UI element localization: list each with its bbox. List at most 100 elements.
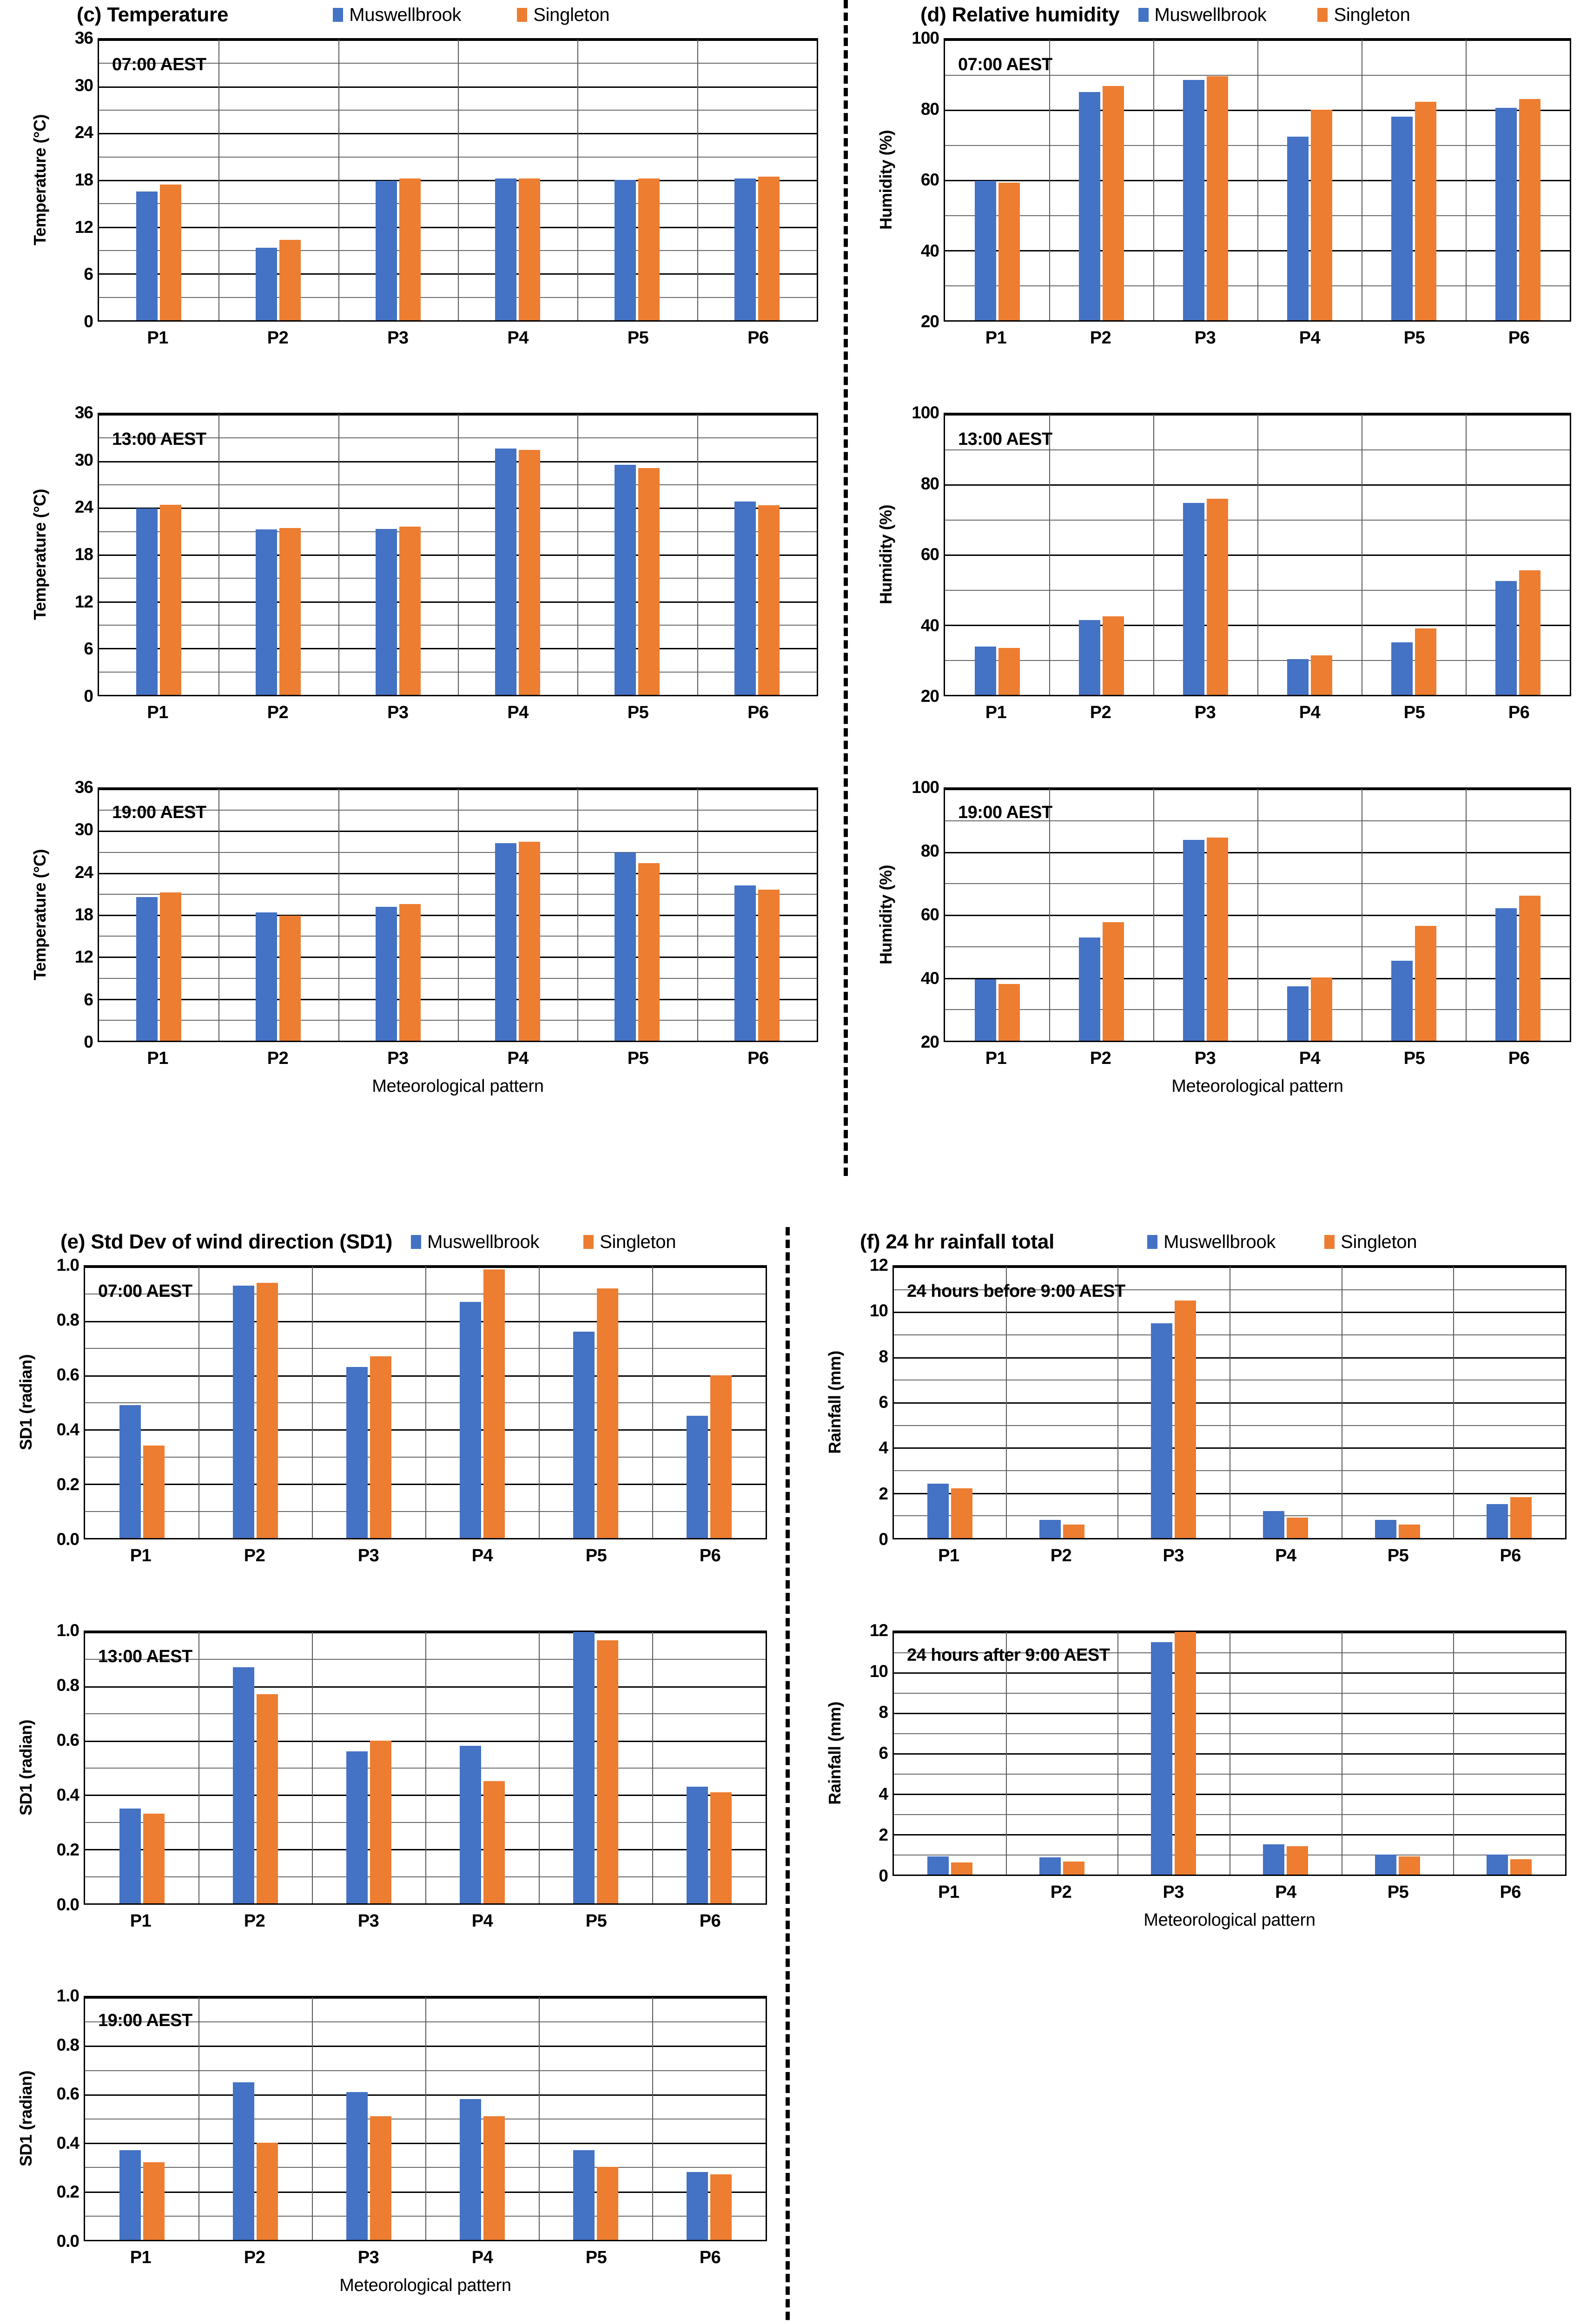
bar-group-p2 [1049, 789, 1153, 1041]
bar-group-p2 [1006, 1632, 1118, 1875]
bar-muswellbrook-p5 [1375, 1520, 1396, 1538]
bar-singleton-p5 [596, 1288, 618, 1538]
bar-singleton-p5 [1415, 925, 1436, 1041]
bar-muswellbrook-p5 [573, 2150, 595, 2240]
bar-singleton-p6 [710, 2174, 732, 2240]
x-axis-labels: P1 P2 P3 P4 P5 P6 [892, 1882, 1567, 1902]
subpanel-annotation: 07:00 AEST [958, 55, 1052, 74]
bar-groups [85, 1267, 766, 1538]
legend-label-muswellbrook: Muswellbrook [1164, 1231, 1276, 1252]
gridline-vertical [577, 789, 579, 1041]
chart-humidity-1900: Humidity (%) 20 40 60 80 100 19:00 AEST P1 P2 P3 P… [874, 778, 1571, 1103]
gridline-vertical [1466, 789, 1467, 1041]
x-axis-tick-label: P2 [244, 1911, 265, 1931]
bar-muswellbrook-p4 [1287, 137, 1309, 320]
bar-muswellbrook-p6 [1487, 1504, 1508, 1538]
y-axis-tick-label: 4 [879, 1784, 888, 1803]
bar-muswellbrook-p2 [232, 1285, 254, 1538]
bar-muswellbrook-p3 [1183, 79, 1204, 320]
bar-singleton-p3 [399, 904, 421, 1041]
gridline-vertical [1049, 789, 1050, 1041]
gridline-vertical [218, 414, 220, 695]
x-axis-tick-label: P6 [699, 1911, 721, 1931]
bar-singleton-p3 [399, 526, 421, 695]
bar-group-p6 [1453, 1267, 1565, 1538]
bar-group-p6 [652, 1267, 766, 1538]
y-axis-tick-label: 40 [920, 969, 939, 988]
legend-item-muswellbrook: Muswellbrook [1147, 1232, 1276, 1253]
x-axis-tick-label: P2 [1050, 1882, 1072, 1902]
bar-muswellbrook-p5 [1391, 960, 1413, 1041]
bar-singleton-p1 [998, 183, 1020, 320]
y-axis-tick-label: 0 [84, 687, 93, 706]
bar-singleton-p1 [143, 2162, 165, 2240]
y-axis-tick-label: 24 [74, 123, 93, 142]
x-axis-tick-label: P3 [1194, 1049, 1216, 1068]
chart-rainfall-after: Rainfall (mm) 0 2 4 6 8 10 12 24 hours after 9:0… [823, 1621, 1567, 1937]
y-axis-ticks: 0.0 0.2 0.4 0.6 0.8 1.0 [39, 1986, 84, 2251]
gridline-vertical [697, 414, 698, 695]
bar-group-p1 [85, 1997, 198, 2240]
x-axis-tick-label: P6 [747, 1049, 769, 1068]
y-axis-tick-label: 6 [84, 639, 93, 659]
subpanel-annotation: 19:00 AEST [112, 803, 206, 822]
bar-group-p5 [539, 1632, 652, 1903]
x-axis-tick-label: P1 [985, 703, 1007, 722]
bar-groups [85, 1997, 766, 2240]
gridline-vertical [1153, 414, 1154, 695]
y-axis-label: Humidity (%) [874, 413, 898, 696]
x-axis-tick-label: P3 [1194, 703, 1216, 722]
bar-group-p4 [425, 1267, 539, 1538]
bar-group-p3 [1117, 1632, 1230, 1875]
subpanel-annotation: 13:00 AEST [112, 429, 206, 449]
bar-singleton-p1 [143, 1446, 165, 1538]
bar-group-p6 [697, 40, 817, 320]
plot-area: 07:00 AEST [944, 38, 1571, 322]
bar-group-p6 [1453, 1632, 1565, 1875]
bar-muswellbrook-p3 [346, 1367, 368, 1538]
x-axis-labels: P1 P2 P3 P4 P5 P6 [84, 1911, 767, 1931]
x-axis-tick-label: P3 [357, 1546, 379, 1565]
gridline-vertical [338, 414, 339, 695]
bar-group-p4 [1257, 40, 1362, 320]
bar-group-p2 [198, 1997, 312, 2240]
x-axis-tick-label: P3 [387, 328, 409, 348]
bar-group-p1 [894, 1632, 1006, 1875]
legend-wind-sd1: Muswellbrook Singleton [411, 1232, 676, 1253]
bar-muswellbrook-p5 [615, 852, 636, 1041]
gridline-vertical [539, 1997, 540, 2240]
x-axis-tick-label: P1 [147, 1049, 168, 1068]
legend-swatch-muswellbrook [333, 8, 344, 22]
y-axis-tick-label: 20 [920, 687, 939, 706]
panel-humidity-header: (d) Relative humidity Muswellbrook Singl… [874, 0, 1571, 30]
legend-swatch-muswellbrook [1147, 1235, 1158, 1249]
bar-group-p4 [1257, 414, 1362, 695]
bar-singleton-p2 [1102, 922, 1124, 1041]
x-axis-tick-label: P4 [507, 703, 529, 722]
y-axis-tick-label: 30 [74, 75, 93, 95]
x-axis-labels: P1 P2 P3 P4 P5 P6 [944, 1049, 1571, 1069]
bar-singleton-p2 [256, 1283, 278, 1538]
x-axis-tick-label: P2 [267, 703, 289, 722]
y-axis-label: Temperature (°C) [28, 38, 52, 322]
panel-humidity-title: (d) Relative humidity [920, 3, 1120, 26]
x-axis-labels: P1 P2 P3 P4 P5 P6 [98, 328, 818, 348]
bar-muswellbrook-p1 [119, 1808, 141, 1903]
chart-temperature-1900: Temperature (°C) 0 6 12 18 24 30 36 19:00 AEST P1… [28, 778, 818, 1103]
subpanel-annotation: 19:00 AEST [98, 2011, 192, 2030]
y-axis-ticks: 0 6 12 18 24 30 36 [53, 28, 98, 331]
x-axis-tick-label: P5 [1403, 703, 1425, 722]
y-axis-tick-label: 60 [920, 170, 939, 189]
gridline-vertical [1257, 789, 1258, 1041]
bar-singleton-p5 [638, 468, 660, 695]
bar-group-p6 [697, 789, 817, 1041]
gridline-vertical [425, 1997, 426, 2240]
legend-item-singleton: Singleton [1317, 5, 1410, 26]
y-axis-tick-label: 12 [869, 1255, 888, 1274]
y-axis-tick-label: 30 [74, 450, 93, 469]
x-axis-tick-label: P2 [1090, 328, 1111, 348]
gridline-vertical [539, 1632, 540, 1903]
bar-muswellbrook-p1 [136, 191, 158, 320]
bar-group-p1 [945, 40, 1049, 320]
x-axis-tick-label: P3 [357, 1911, 379, 1931]
